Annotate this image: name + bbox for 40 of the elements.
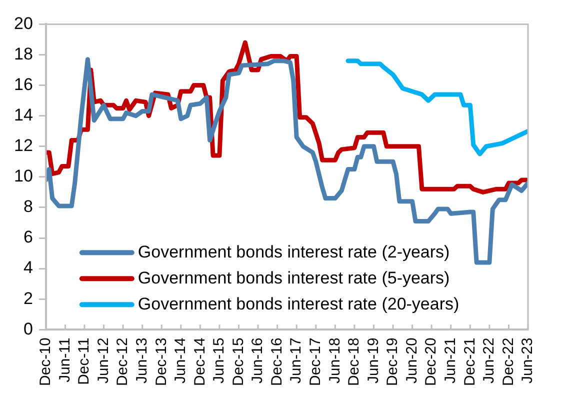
y-tick-label: 14 (14, 106, 33, 125)
y-tick-label: 20 (14, 14, 33, 33)
x-tick-label: Jun-23 (519, 338, 536, 384)
y-tick-label: 12 (14, 136, 33, 156)
x-tick-label: Jun-18 (326, 338, 344, 384)
x-tick-label: Jun-11 (56, 338, 74, 382)
x-tick-label: Jun-16 (249, 338, 266, 384)
x-tick-label: Dec-22 (500, 338, 517, 386)
x-tick-label: Dec-11 (76, 338, 93, 385)
y-tick-label: 18 (14, 44, 33, 64)
x-tick-label: Jun-12 (94, 338, 112, 384)
legend-label: Government bonds interest rate (5-years) (138, 268, 450, 288)
x-tick-label: Jun-17 (288, 338, 305, 384)
y-tick-label: 4 (23, 258, 33, 278)
y-tick-label: 10 (14, 166, 33, 186)
x-tick-label: Jun-20 (403, 338, 420, 384)
y-tick-label: 6 (23, 228, 33, 247)
x-tick-label: Dec-15 (230, 338, 247, 386)
legend-label: Government bonds interest rate (20-years) (138, 294, 460, 314)
x-tick-label: Dec-12 (114, 338, 132, 386)
x-tick-label: Jun-21 (442, 338, 460, 384)
x-tick-label: Jun-14 (172, 338, 190, 384)
x-tick-label: Jun-15 (210, 338, 228, 384)
y-tick-label: 2 (23, 288, 33, 308)
x-tick-label: Dec-17 (307, 338, 324, 386)
x-tick-label: Dec-16 (268, 338, 286, 386)
x-tick-label: Jun-19 (364, 338, 382, 384)
x-tick-label: Dec-20 (422, 338, 440, 386)
y-tick-label: 0 (23, 319, 33, 338)
x-tick-label: Dec-19 (384, 338, 402, 386)
x-tick-label: Jun-22 (480, 338, 498, 384)
legend-label: Government bonds interest rate (2-years) (138, 242, 450, 262)
x-tick-label: Dec-21 (461, 338, 478, 386)
y-tick-label: 8 (23, 197, 33, 216)
x-tick-label: Jun-13 (133, 338, 150, 384)
x-tick-label: Dec-18 (346, 338, 363, 386)
x-tick-label: Dec-10 (37, 338, 54, 386)
y-tick-label: 16 (14, 74, 33, 94)
x-tick-label: Dec-13 (152, 338, 170, 386)
x-tick-label: Dec-14 (191, 338, 208, 386)
